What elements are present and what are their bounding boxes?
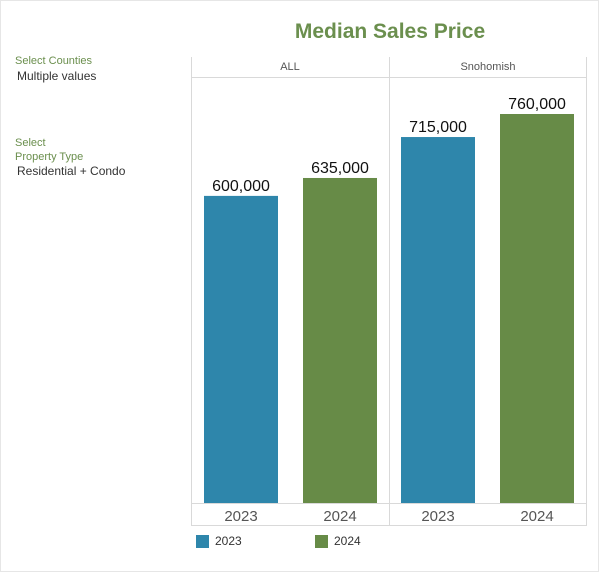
property-type-filter-value[interactable]: Residential + Condo: [17, 164, 126, 178]
panel-left-border: [191, 57, 192, 525]
property-type-filter-label-line1: Select: [15, 137, 46, 149]
bar-all-2023[interactable]: [204, 195, 278, 504]
counties-filter-label: Select Counties: [15, 55, 93, 67]
bar-snohomish-2024[interactable]: [500, 114, 574, 503]
bar-snohomish-2023[interactable]: [401, 137, 475, 503]
panel-header-snohomish: Snohomish: [460, 61, 516, 73]
counties-filter-value[interactable]: Multiple values: [17, 69, 97, 83]
data-label-all-2024: 635,000: [311, 160, 369, 177]
legend-label-2024: 2024: [334, 534, 361, 548]
panel-right-border: [586, 57, 587, 525]
legend-label-2023: 2023: [215, 534, 242, 548]
data-label-snohomish-2024: 760,000: [508, 96, 566, 113]
panel-header-divider: [191, 77, 587, 78]
x-axis-baseline: [191, 503, 587, 504]
property-type-filter-label-line2: Property Type: [15, 151, 84, 163]
property-type-filter-label: Select Property Type: [15, 136, 83, 164]
x-tick-label-all-2024: 2024: [323, 508, 356, 525]
panel-divider: [389, 57, 390, 525]
legend-swatch-2023: [196, 534, 209, 548]
x-tick-label-snohomish-2023: 2023: [421, 508, 454, 525]
bar-all-2024[interactable]: [303, 177, 377, 503]
chart-title: Median Sales Price: [294, 20, 486, 43]
data-label-snohomish-2023: 715,000: [409, 119, 467, 136]
x-tick-label-snohomish-2024: 2024: [520, 508, 553, 525]
x-axis-bottom-line: [191, 525, 587, 526]
legend-item-2024: 2024: [315, 534, 361, 548]
legend-item-2023: 2023: [196, 534, 242, 548]
panel-header-all: ALL: [280, 61, 300, 73]
x-tick-label-all-2023: 2023: [224, 508, 257, 525]
legend-swatch-2024: [315, 534, 328, 548]
data-label-all-2023: 600,000: [212, 178, 270, 195]
